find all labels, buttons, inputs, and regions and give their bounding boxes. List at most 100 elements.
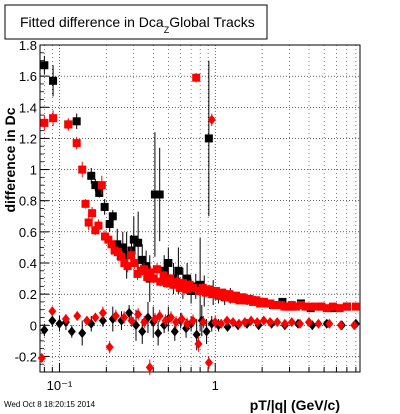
chart-title-tail: Global Tracks bbox=[169, 14, 255, 30]
y-tick-label: 0.6 bbox=[19, 225, 37, 240]
data-point bbox=[222, 315, 231, 326]
data-point bbox=[223, 321, 232, 332]
data-point bbox=[311, 302, 320, 311]
data-point bbox=[280, 318, 289, 329]
data-point bbox=[48, 306, 57, 317]
data-point bbox=[164, 259, 173, 267]
data-point bbox=[202, 326, 211, 337]
data-point bbox=[266, 317, 275, 328]
data-point bbox=[134, 309, 143, 320]
data-point bbox=[253, 317, 262, 328]
y-tick-label: 1 bbox=[30, 163, 37, 178]
data-point bbox=[207, 114, 216, 125]
data-point bbox=[88, 209, 97, 218]
data-point bbox=[240, 317, 249, 328]
data-point bbox=[120, 312, 129, 323]
data-point bbox=[232, 291, 241, 300]
data-point bbox=[117, 252, 126, 261]
data-point bbox=[37, 352, 46, 363]
data-point bbox=[295, 318, 304, 329]
data-point bbox=[72, 139, 81, 148]
data-point bbox=[199, 317, 208, 328]
data-point bbox=[111, 310, 120, 321]
data-point bbox=[287, 301, 296, 310]
data-point bbox=[325, 318, 334, 329]
data-point bbox=[138, 326, 147, 337]
data-point bbox=[188, 283, 197, 292]
data-point bbox=[317, 302, 326, 311]
data-point bbox=[143, 273, 152, 282]
y-tick-label: -0.2 bbox=[15, 349, 37, 364]
data-point bbox=[98, 307, 107, 318]
y-tick-label: 0 bbox=[30, 318, 37, 333]
data-point bbox=[140, 265, 149, 274]
timestamp: Wed Oct 8 18:20:15 2014 bbox=[4, 400, 96, 409]
data-point bbox=[84, 218, 93, 227]
axis-ticks: -0.2 0 0.2 0.4 0.6 0.8 1 1.2 1.4 1.6 1.8 10⁻¹ 1 bbox=[15, 38, 357, 393]
data-point bbox=[205, 285, 214, 294]
data-point bbox=[170, 326, 179, 337]
data-point bbox=[159, 271, 168, 280]
y-tick-label: 1.6 bbox=[19, 69, 37, 84]
data-point bbox=[342, 302, 351, 311]
data-point bbox=[194, 338, 203, 349]
data-point bbox=[182, 285, 191, 294]
y-axis-label: difference in Dc bbox=[2, 107, 18, 212]
data-point bbox=[183, 318, 192, 329]
data-point bbox=[131, 320, 140, 331]
data-point bbox=[49, 114, 58, 123]
data-point bbox=[113, 248, 122, 257]
data-point bbox=[64, 120, 73, 129]
data-point bbox=[145, 362, 154, 373]
data-point bbox=[328, 302, 337, 311]
data-point bbox=[228, 317, 237, 328]
data-point bbox=[204, 134, 213, 143]
data-point bbox=[123, 262, 132, 271]
data-point bbox=[273, 317, 282, 328]
data-point bbox=[82, 315, 91, 326]
data-point bbox=[314, 318, 323, 329]
data-point bbox=[61, 314, 70, 325]
data-point bbox=[166, 274, 175, 283]
data-point bbox=[40, 61, 49, 70]
data-point bbox=[218, 288, 227, 297]
y-tick-label: 0.4 bbox=[19, 256, 37, 271]
data-point bbox=[174, 266, 183, 275]
chart-title-main: Fitted difference in Dca bbox=[20, 14, 164, 30]
data-point bbox=[78, 165, 87, 174]
data-point bbox=[192, 73, 201, 82]
data-point bbox=[177, 314, 186, 325]
data-point bbox=[105, 342, 114, 353]
data-point bbox=[98, 315, 107, 326]
data-point bbox=[153, 265, 162, 274]
data-point bbox=[105, 220, 114, 229]
y-tick-label: 0.2 bbox=[19, 287, 37, 302]
data-point bbox=[78, 328, 87, 339]
data-point bbox=[156, 277, 165, 286]
data-point bbox=[67, 326, 76, 337]
data-point bbox=[259, 315, 268, 326]
data-point bbox=[179, 279, 188, 288]
data-marks bbox=[37, 55, 360, 376]
data-point bbox=[149, 274, 158, 283]
data-point bbox=[247, 315, 256, 326]
data-point bbox=[107, 240, 116, 249]
data-point bbox=[287, 317, 296, 328]
data-point bbox=[129, 235, 138, 244]
data-point bbox=[211, 317, 220, 328]
title-box bbox=[4, 4, 268, 40]
data-point bbox=[301, 302, 310, 311]
data-point bbox=[108, 212, 117, 221]
data-point bbox=[55, 318, 64, 329]
data-point bbox=[138, 255, 147, 264]
data-point bbox=[160, 266, 169, 275]
data-point bbox=[100, 202, 109, 211]
data-point bbox=[296, 301, 305, 310]
x-tick-label: 10⁻¹ bbox=[47, 378, 73, 393]
data-point bbox=[154, 328, 163, 339]
x-axis-label: pT/|q| (GeV/c) bbox=[250, 397, 340, 413]
data-point bbox=[104, 235, 113, 244]
y-tick-label: 1.4 bbox=[19, 100, 37, 115]
data-point bbox=[306, 302, 315, 311]
